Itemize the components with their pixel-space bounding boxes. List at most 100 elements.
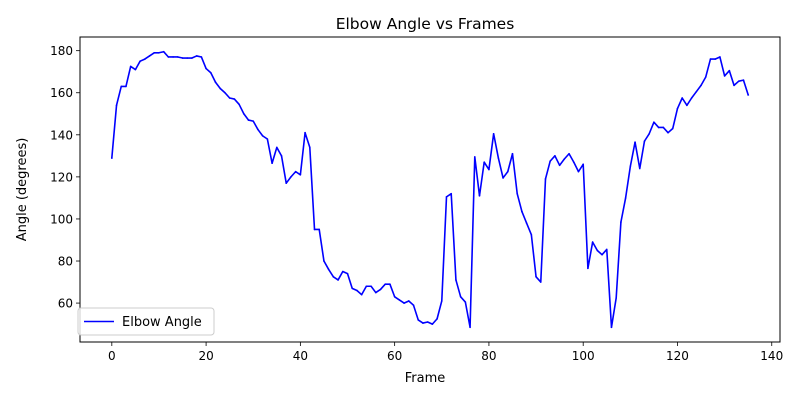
data-point xyxy=(554,155,556,157)
data-point xyxy=(596,249,599,252)
data-point xyxy=(158,51,160,54)
data-point xyxy=(120,85,123,88)
data-point xyxy=(271,162,273,165)
data-point xyxy=(341,270,344,273)
data-point xyxy=(469,326,471,329)
data-point xyxy=(733,84,735,87)
data-point xyxy=(398,299,401,301)
data-point xyxy=(535,275,537,278)
data-point xyxy=(129,65,132,68)
data-point xyxy=(440,300,443,302)
data-point xyxy=(638,167,641,170)
data-point xyxy=(200,56,203,58)
data-point xyxy=(233,98,236,100)
x-tick-label: 140 xyxy=(760,349,783,363)
series-line xyxy=(110,50,750,329)
data-point xyxy=(620,221,622,223)
data-point xyxy=(403,302,405,304)
data-point xyxy=(162,50,165,53)
data-point xyxy=(276,146,278,149)
data-point xyxy=(511,152,514,155)
data-point xyxy=(243,112,245,115)
data-point xyxy=(539,281,542,283)
data-point xyxy=(502,177,504,179)
y-tick-label: 120 xyxy=(50,170,73,184)
data-point xyxy=(695,90,698,93)
data-point xyxy=(261,135,264,137)
data-point xyxy=(728,69,731,72)
data-point xyxy=(464,301,467,303)
data-point xyxy=(657,126,660,129)
data-point xyxy=(252,120,255,122)
data-point xyxy=(653,121,655,123)
data-point xyxy=(360,293,363,296)
data-point xyxy=(191,57,193,59)
x-tick-label: 80 xyxy=(481,349,496,363)
x-tick-label: 60 xyxy=(387,349,402,363)
data-point xyxy=(671,127,674,130)
x-tick-label: 100 xyxy=(572,349,595,363)
data-point xyxy=(346,272,349,275)
data-point xyxy=(544,178,547,180)
data-point xyxy=(450,192,453,195)
x-tick-label: 120 xyxy=(666,349,689,363)
data-point xyxy=(582,163,584,166)
data-point xyxy=(455,279,457,281)
data-point xyxy=(389,283,391,285)
data-point xyxy=(525,222,528,224)
x-axis-ticks: 0 20 40 60 80 100 120 140 xyxy=(108,342,783,363)
data-point xyxy=(686,104,688,107)
data-point xyxy=(379,288,382,291)
data-point xyxy=(478,195,481,197)
y-tick-label: 100 xyxy=(50,212,73,226)
data-point xyxy=(648,132,650,135)
data-point xyxy=(558,164,561,167)
data-point xyxy=(426,321,429,323)
data-point xyxy=(134,68,137,71)
data-point xyxy=(747,94,749,96)
data-point xyxy=(700,84,702,87)
chart-title: Elbow Angle vs Frames xyxy=(336,15,515,33)
data-point xyxy=(125,85,127,88)
data-point xyxy=(144,58,146,60)
data-point xyxy=(115,104,118,107)
data-point xyxy=(568,152,570,155)
y-tick-label: 160 xyxy=(50,86,73,100)
data-point xyxy=(530,233,533,236)
data-point xyxy=(299,173,302,176)
data-point xyxy=(356,289,358,292)
data-point xyxy=(445,196,448,198)
data-point xyxy=(563,158,566,160)
data-point xyxy=(605,248,608,251)
data-point xyxy=(629,165,632,168)
data-point xyxy=(327,268,330,271)
data-point xyxy=(153,51,156,54)
data-point xyxy=(266,138,269,140)
data-point xyxy=(422,322,424,324)
data-point xyxy=(615,297,617,299)
series-layer xyxy=(110,50,750,329)
data-point xyxy=(290,176,292,178)
data-point xyxy=(374,291,377,294)
data-point xyxy=(690,97,693,99)
data-point xyxy=(704,76,707,78)
data-point xyxy=(247,119,250,121)
data-point xyxy=(332,275,335,278)
data-point xyxy=(417,319,420,321)
data-point xyxy=(577,170,580,173)
data-point xyxy=(488,168,490,171)
data-point xyxy=(318,228,321,231)
data-point xyxy=(719,56,721,58)
legend-label: Elbow Angle xyxy=(122,315,202,330)
data-point xyxy=(257,128,259,131)
data-point xyxy=(313,228,316,231)
data-point xyxy=(431,323,434,325)
data-point xyxy=(195,55,198,57)
y-axis-ticks: 60 80 100 120 140 160 180 xyxy=(50,44,80,311)
data-point xyxy=(365,285,368,288)
data-point xyxy=(351,287,354,290)
data-point xyxy=(643,140,646,142)
data-point xyxy=(516,192,519,195)
data-point xyxy=(148,55,151,57)
legend: Elbow Angle xyxy=(77,307,215,336)
